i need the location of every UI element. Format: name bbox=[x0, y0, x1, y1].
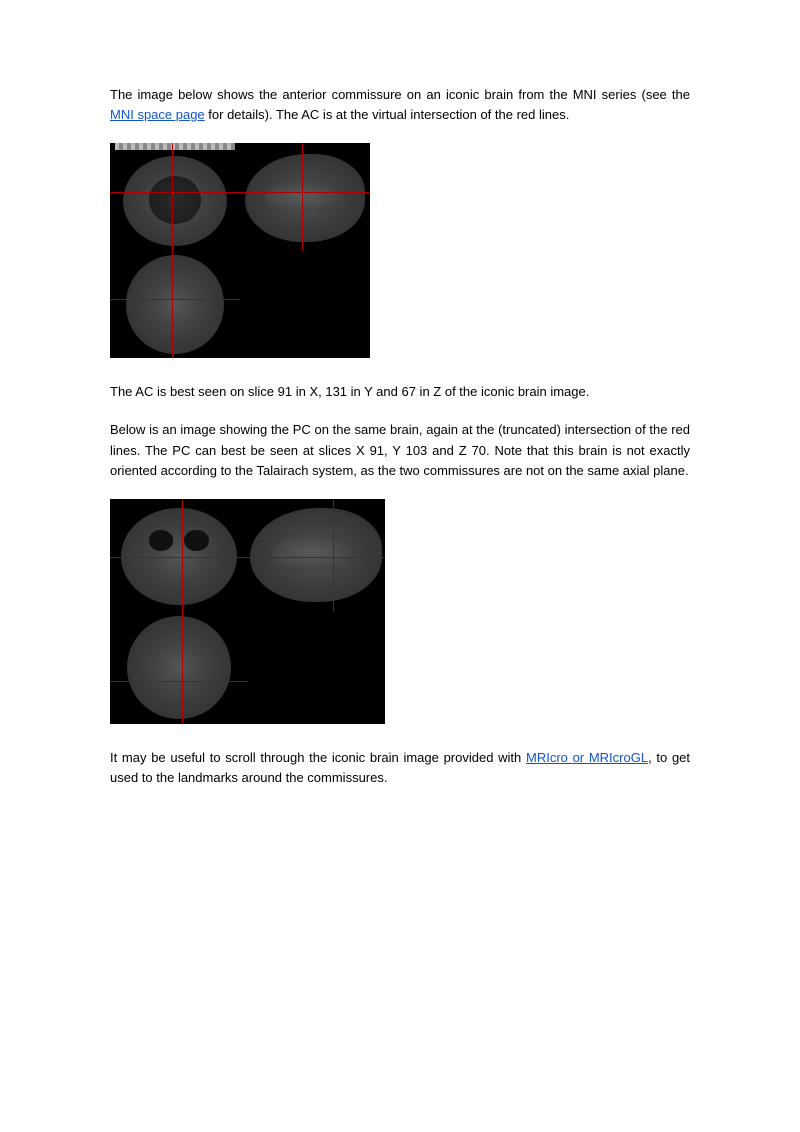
axial-view bbox=[110, 611, 248, 724]
paragraph-intro: The image below shows the anterior commi… bbox=[110, 85, 690, 125]
axial-view bbox=[110, 251, 240, 359]
text: It may be useful to scroll through the i… bbox=[110, 750, 526, 765]
link-mni-space[interactable]: MNI space page bbox=[110, 107, 205, 122]
sagittal-view bbox=[240, 143, 370, 251]
coronal-view bbox=[110, 499, 248, 612]
paragraph-outro: It may be useful to scroll through the i… bbox=[110, 748, 690, 788]
sagittal-view bbox=[248, 499, 386, 612]
paragraph-ac-slices: The AC is best seen on slice 91 in X, 13… bbox=[110, 382, 690, 402]
text: for details). The AC is at the virtual i… bbox=[205, 107, 570, 122]
text: The image below shows the anterior commi… bbox=[110, 87, 690, 102]
brain-figure-pc bbox=[110, 499, 385, 724]
ruler-icon bbox=[115, 143, 235, 149]
link-mricro[interactable]: MRIcro or MRIcroGL bbox=[526, 750, 648, 765]
empty-quadrant bbox=[240, 251, 370, 359]
paragraph-pc-intro: Below is an image showing the PC on the … bbox=[110, 420, 690, 480]
empty-quadrant bbox=[248, 611, 386, 724]
coronal-view bbox=[110, 143, 240, 251]
brain-figure-ac bbox=[110, 143, 370, 358]
